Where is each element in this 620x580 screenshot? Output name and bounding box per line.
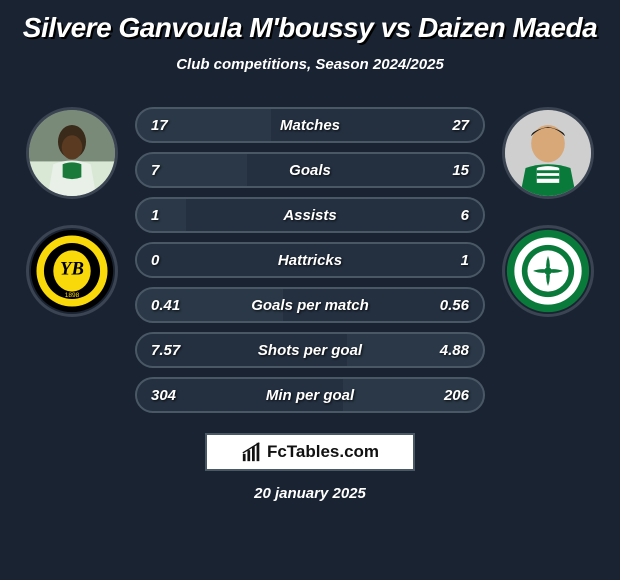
left-club-logo: YB 1898 <box>26 225 118 317</box>
left-player-photo <box>26 107 118 199</box>
stat-label: Assists <box>283 207 336 224</box>
stat-value-left: 1 <box>151 207 159 224</box>
avatar-placeholder-icon <box>29 110 115 196</box>
date-text: 20 january 2025 <box>10 485 610 502</box>
page-title: Silvere Ganvoula M'boussy vs Daizen Maed… <box>10 12 610 44</box>
stat-label: Min per goal <box>266 387 354 404</box>
comparison-row: YB 1898 17 Matches 27 7 Goals 15 1 Assists 6 0 Hat… <box>10 103 610 413</box>
stat-value-right: 6 <box>461 207 469 224</box>
stat-label: Goals <box>289 162 331 179</box>
avatar-placeholder-icon <box>505 110 591 196</box>
stat-value-left: 0 <box>151 252 159 269</box>
stat-value-right: 15 <box>452 162 469 179</box>
young-boys-crest-icon: YB 1898 <box>29 228 115 314</box>
svg-text:YB: YB <box>60 259 84 280</box>
stats-column: 17Matches277Goals151Assists60Hattricks10… <box>135 103 485 413</box>
stat-row: 7 Goals 15 <box>135 152 485 188</box>
svg-text:1898: 1898 <box>65 292 80 299</box>
stat-row: 7.57 Shots per goal 4.88 <box>135 332 485 368</box>
stat-label: Hattricks <box>278 252 342 269</box>
stat-label: Shots per goal <box>258 342 362 359</box>
stat-value-left: 304 <box>151 387 176 404</box>
stat-value-left: 7.57 <box>151 342 180 359</box>
footer-brand-box: FcTables.com <box>205 433 415 471</box>
stat-fill-right <box>247 154 483 186</box>
stat-row: 304 Min per goal 206 <box>135 377 485 413</box>
stat-row: 1 Assists 6 <box>135 197 485 233</box>
stat-value-right: 27 <box>452 117 469 134</box>
stat-value-right: 206 <box>444 387 469 404</box>
footer-brand-text: FcTables.com <box>267 442 379 462</box>
stat-value-left: 17 <box>151 117 168 134</box>
right-player-column <box>493 103 603 317</box>
stat-value-right: 4.88 <box>440 342 469 359</box>
stat-value-right: 0.56 <box>440 297 469 314</box>
stat-row: 0 Hattricks 1 <box>135 242 485 278</box>
fctables-logo-icon <box>241 441 263 463</box>
left-player-column: YB 1898 <box>17 103 127 317</box>
subtitle: Club competitions, Season 2024/2025 <box>10 56 610 73</box>
right-player-photo <box>502 107 594 199</box>
stat-value-left: 7 <box>151 162 159 179</box>
stat-value-left: 0.41 <box>151 297 180 314</box>
right-club-logo <box>502 225 594 317</box>
stat-value-right: 1 <box>461 252 469 269</box>
stat-label: Goals per match <box>251 297 369 314</box>
stat-row: 17 Matches 27 <box>135 107 485 143</box>
stat-label: Matches <box>280 117 340 134</box>
stat-row: 0.41 Goals per match 0.56 <box>135 287 485 323</box>
celtic-crest-icon <box>505 228 591 314</box>
